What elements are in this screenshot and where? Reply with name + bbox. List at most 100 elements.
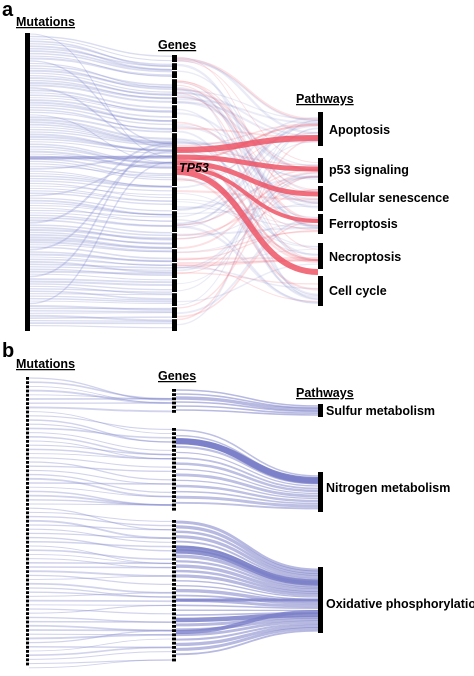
gene-node xyxy=(172,453,176,456)
mutation-gene-flow xyxy=(29,295,173,301)
mutation-gene-flow xyxy=(29,256,173,267)
gene-node xyxy=(172,410,176,413)
mutation-node xyxy=(26,465,29,468)
mutation-gene-flow xyxy=(28,553,173,564)
mutation-gene-flow xyxy=(29,253,173,263)
gene-pathway-flow xyxy=(176,98,319,124)
pathway-node-oxidative-phosphorylation xyxy=(318,567,323,633)
gene-node-gap xyxy=(172,78,177,80)
mutation-node xyxy=(26,603,29,607)
gene-pathway-flow xyxy=(176,221,319,253)
mutation-gene-flow xyxy=(28,575,173,581)
mutation-gene-flow xyxy=(29,187,173,202)
mutation-gene-flow xyxy=(29,126,173,144)
mutation-gene-flow xyxy=(29,202,173,216)
mutation-gene-flow xyxy=(28,385,173,404)
gene-node-gap xyxy=(172,104,177,106)
mutation-node xyxy=(26,570,29,573)
gene-pathway-flow xyxy=(175,405,319,414)
gene-node xyxy=(172,612,176,616)
gene-pathway-flow xyxy=(176,141,319,179)
mutation-gene-flow xyxy=(29,69,173,89)
gene-pathway-flow xyxy=(176,229,319,261)
tp53-pathway-flow xyxy=(176,160,319,197)
mutation-node xyxy=(26,503,29,506)
mutation-gene-flow xyxy=(29,150,173,169)
gene-pathway-flow xyxy=(175,564,319,592)
panel-a-tp53-flows xyxy=(176,124,319,275)
gene-node xyxy=(172,557,176,561)
mutation-gene-flow xyxy=(28,511,173,522)
gene-pathway-flow xyxy=(176,70,319,192)
mutation-gene-flow xyxy=(28,616,173,623)
gene-pathway-flow xyxy=(175,429,319,477)
gene-node xyxy=(172,524,176,527)
gene-node-gap xyxy=(172,118,177,120)
mutation-gene-flow xyxy=(29,104,173,122)
mutation-gene-flow xyxy=(29,106,173,126)
mutation-gene-flow xyxy=(28,406,173,413)
gene-pathway-flow xyxy=(175,490,319,505)
mutation-node xyxy=(26,406,29,410)
gene-pathway-flow xyxy=(175,451,319,487)
gene-pathway-flow xyxy=(176,59,319,122)
mutation-gene-flow xyxy=(29,84,173,103)
mutation-gene-flow xyxy=(29,273,173,281)
mutation-gene-flow xyxy=(29,163,173,181)
mutation-node xyxy=(26,599,29,603)
gene-pathway-flow xyxy=(175,580,319,598)
gene-node xyxy=(172,499,176,503)
panel-a-letter: a xyxy=(2,0,14,21)
mutation-gene-flow xyxy=(28,536,173,552)
mutation-node xyxy=(26,587,29,590)
gene-node xyxy=(172,583,176,586)
mutation-gene-flow xyxy=(29,67,173,90)
mutation-gene-flow xyxy=(28,633,173,640)
gene-pathway-flow xyxy=(175,520,319,572)
gene-node-gap xyxy=(172,306,177,308)
gene-pathway-flow xyxy=(175,495,319,508)
mutation-node xyxy=(26,650,29,653)
gene-pathway-flow xyxy=(176,257,319,260)
mutation-gene-flow xyxy=(29,97,173,113)
mutation-gene-flow xyxy=(28,604,173,606)
mutation-gene-flow xyxy=(29,304,173,311)
mutation-gene-flow xyxy=(29,141,173,154)
mutation-gene-flow xyxy=(29,283,173,291)
mutation-gene-flow xyxy=(29,314,173,322)
mutation-gene-flow xyxy=(28,582,173,594)
mutation-gene-flow xyxy=(28,659,173,669)
mutation-gene-flow xyxy=(29,153,173,167)
gene-pathway-flow xyxy=(176,94,319,209)
mutation-gene-flow xyxy=(29,177,173,188)
mutation-gene-flow xyxy=(29,258,173,266)
mutation-gene-flow xyxy=(28,608,173,615)
gene-node xyxy=(172,503,176,507)
mutation-gene-flow xyxy=(29,228,173,240)
mutation-node xyxy=(26,507,29,510)
gene-node xyxy=(172,507,176,511)
mutation-gene-flow xyxy=(28,651,173,660)
mutation-gene-flow xyxy=(28,457,173,468)
gene-node xyxy=(172,444,176,448)
gene-pathway-flow xyxy=(175,620,319,637)
mutation-gene-flow xyxy=(28,566,173,569)
mutation-gene-flow xyxy=(29,118,173,140)
mutation-node xyxy=(26,423,29,426)
gene-pathway-flow xyxy=(176,92,319,138)
mutation-node xyxy=(26,641,29,645)
mutation-node xyxy=(26,511,29,515)
mutation-gene-flow xyxy=(28,646,173,649)
mutation-node xyxy=(26,536,29,540)
mutation-node xyxy=(26,578,29,582)
mutation-gene-flow xyxy=(29,182,173,199)
gene-node xyxy=(172,440,176,444)
mutation-gene-flow xyxy=(29,261,173,274)
mutation-gene-flow xyxy=(28,394,173,400)
mutation-gene-flow xyxy=(28,499,173,506)
gene-pathway-flow xyxy=(175,396,319,412)
tp53-pathway-flow xyxy=(176,166,319,223)
mutation-gene-flow xyxy=(28,620,173,623)
mutation-node xyxy=(26,402,29,405)
pathway-label-apoptosis: Apoptosis xyxy=(329,123,390,137)
